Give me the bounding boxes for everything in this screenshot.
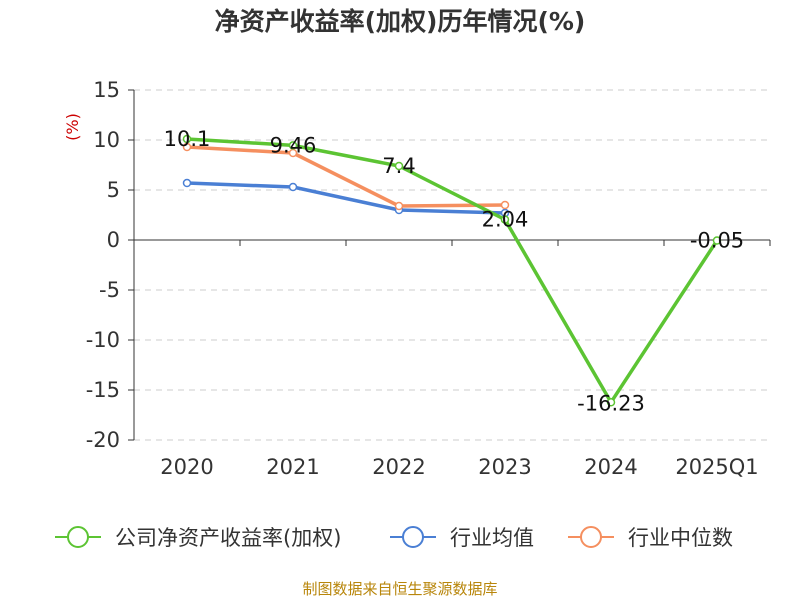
- x-tick-label: 2022: [372, 455, 425, 479]
- series-line: [186, 137, 719, 405]
- y-tick-label: -15: [86, 378, 120, 402]
- data-label: -16.23: [577, 391, 645, 415]
- data-point[interactable]: [182, 178, 192, 188]
- series-line: [186, 145, 506, 208]
- y-tick-label: 15: [93, 78, 120, 102]
- data-point[interactable]: [288, 141, 298, 150]
- x-tick-label: 2025Q1: [675, 455, 758, 479]
- data-label: 2.04: [482, 208, 529, 232]
- series-lines: [182, 134, 722, 407]
- data-point[interactable]: [606, 398, 616, 407]
- legend-label: 行业中位数: [628, 526, 733, 550]
- legend-item[interactable]: 行业中位数: [568, 526, 733, 550]
- data-point[interactable]: [182, 134, 192, 144]
- x-tick-label: 2024: [584, 455, 637, 479]
- x-tick-label: 2023: [478, 455, 531, 479]
- legend-label: 公司净资产收益率(加权): [115, 526, 341, 550]
- data-label: 9.46: [270, 133, 317, 157]
- x-tick-label: 2020: [160, 455, 213, 479]
- data-point[interactable]: [500, 200, 510, 210]
- source-footer: 制图数据来自恒生聚源数据库: [302, 580, 497, 598]
- data-point[interactable]: [182, 142, 192, 152]
- axes: 15 10 5 0 -5 -10 -15 -20 2020 2021 2022 2023 2024 202…: [86, 78, 771, 479]
- legend-marker-icon: [402, 526, 424, 548]
- chart-title: 净资产收益率(加权)历年情况(%): [215, 7, 586, 36]
- legend-marker-icon: [67, 526, 89, 548]
- y-tick-label: 10: [93, 128, 120, 152]
- y-tick-label: -5: [99, 278, 120, 302]
- grid: [134, 89, 770, 441]
- y-tick-label: -20: [86, 428, 120, 452]
- legend[interactable]: 公司净资产收益率(加权) 行业均值 行业中位数: [55, 526, 733, 550]
- data-label: 7.4: [382, 154, 415, 178]
- data-labels: 10.1 9.46 7.4 2.04 -16.23 -0.05: [164, 127, 745, 415]
- y-tick-label: 0: [107, 228, 120, 252]
- series-line: [186, 181, 506, 215]
- legend-label: 行业均值: [450, 526, 534, 550]
- data-point[interactable]: [288, 182, 298, 192]
- y-axis-unit: (%): [63, 113, 82, 141]
- legend-item[interactable]: 公司净资产收益率(加权): [55, 526, 341, 550]
- x-tick-label: 2021: [266, 455, 319, 479]
- data-label: -0.05: [690, 229, 744, 253]
- y-tick-label: 5: [107, 178, 120, 202]
- data-point[interactable]: [394, 201, 404, 211]
- legend-item[interactable]: 行业均值: [390, 526, 534, 550]
- data-point[interactable]: [712, 236, 722, 245]
- legend-marker-icon: [580, 526, 602, 548]
- y-tick-label: -10: [86, 328, 120, 352]
- data-point[interactable]: [394, 161, 404, 171]
- data-label: 10.1: [164, 127, 211, 151]
- data-point[interactable]: [500, 215, 510, 224]
